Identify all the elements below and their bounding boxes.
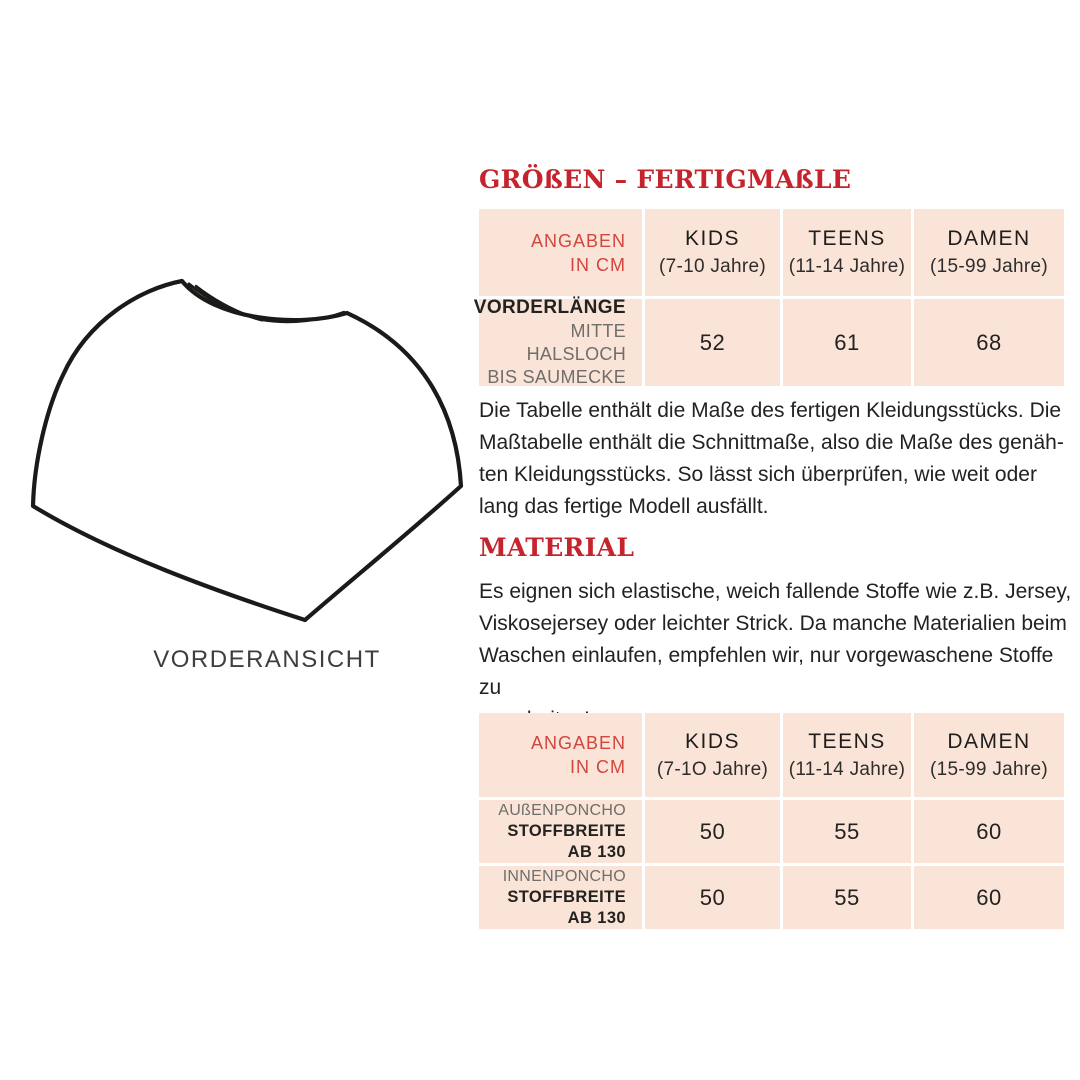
value-cell: 68 xyxy=(914,299,1064,386)
poncho-front-drawing xyxy=(30,278,464,623)
value-cell: 55 xyxy=(783,800,911,863)
material-heading: MATERIAL xyxy=(479,533,635,562)
sizes-heading: GRÖßEN – FERTIGMAßLE xyxy=(479,165,852,194)
row-label-aussenponcho: AUßENPONCHO STOFFBREITE AB 130 xyxy=(479,800,642,863)
col-header-kids: KIDS (7-10 Jahre) xyxy=(645,209,780,296)
col-header-teens: TEENS (11-14 Jahre) xyxy=(783,209,911,296)
value-cell: 52 xyxy=(645,299,780,386)
poncho-outline xyxy=(30,278,464,623)
material-paragraph: Es eignen sich elastische, weich fallend… xyxy=(479,580,1072,731)
value-cell: 60 xyxy=(914,800,1064,863)
value-cell: 50 xyxy=(645,800,780,863)
value-cell: 61 xyxy=(783,299,911,386)
collar-line-icon xyxy=(194,284,254,319)
units-label: ANGABEN IN CM xyxy=(530,733,626,777)
row-label-vorderlaenge: VORDERLÄNGE MITTE HALSLOCH BIS SAUMECKE xyxy=(474,297,642,387)
row-label-innenponcho: INNENPONCHO STOFFBREITE AB 130 xyxy=(479,866,642,929)
col-header-teens: TEENS (11-14 Jahre) xyxy=(783,713,911,797)
fabric-requirements-table: ANGABEN IN CM KIDS (7-1O Jahre) TEENS (1… xyxy=(479,713,1064,929)
table-corner-cell: ANGABEN IN CM xyxy=(479,713,642,797)
value-cell: 60 xyxy=(914,866,1064,929)
col-header-kids: KIDS (7-1O Jahre) xyxy=(645,713,780,797)
col-header-damen: DAMEN (15-99 Jahre) xyxy=(914,209,1064,296)
drawing-caption: VORDERANSICHT xyxy=(153,646,381,673)
value-cell: 55 xyxy=(783,866,911,929)
collar-line-icon xyxy=(187,282,264,322)
finished-measurements-table: ANGABEN IN CM KIDS (7-10 Jahre) TEENS (1… xyxy=(474,209,1064,387)
units-label: ANGABEN IN CM xyxy=(530,230,626,275)
value-cell: 50 xyxy=(645,866,780,929)
collar-line-icon xyxy=(260,310,346,324)
col-header-damen: DAMEN (15-99 Jahre) xyxy=(914,713,1064,797)
sizes-paragraph: Die Tabelle enthält die Maße des fertige… xyxy=(479,399,1064,518)
table-corner-cell: ANGABEN IN CM xyxy=(479,209,642,296)
